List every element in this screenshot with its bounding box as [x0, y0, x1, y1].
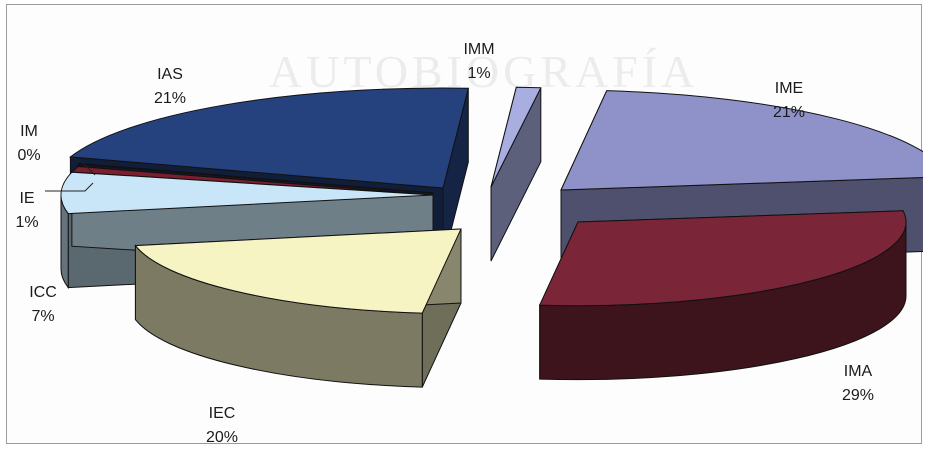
label-ime-name: IME: [775, 80, 803, 97]
label-iec-name: IEC: [209, 405, 236, 422]
label-ias-percent: 21%: [154, 90, 186, 107]
label-icc-percent: 7%: [31, 308, 54, 325]
pie-chart: IME 21% IMA 29% IEC 20% ICC 7% IE 1% IM 0% IAS 21% IMM…: [7, 5, 923, 445]
label-iec-percent: 20%: [206, 429, 238, 445]
chart-frame: AUTOBIOGRAFÍA IME 21% IMA 29% IEC 20% ICC 7% IE 1…: [6, 4, 922, 444]
pie-sides: [61, 87, 923, 387]
slice-ima: [540, 211, 906, 380]
label-im-percent: 0%: [17, 147, 40, 164]
slice-imm: [491, 87, 541, 261]
label-ias-name: IAS: [157, 66, 183, 83]
label-im-name: IM: [20, 123, 38, 140]
label-imm-percent: 1%: [467, 65, 490, 82]
label-ime-percent: 21%: [773, 104, 805, 121]
label-icc-name: ICC: [29, 284, 57, 301]
label-ima-percent: 29%: [842, 387, 874, 404]
label-ima-name: IMA: [844, 363, 873, 380]
label-ie-name: IE: [19, 190, 34, 207]
label-ie-percent: 1%: [15, 214, 38, 231]
slice-iec: [135, 229, 461, 387]
slice-ime-top: [561, 91, 923, 190]
label-imm-name: IMM: [463, 41, 494, 58]
